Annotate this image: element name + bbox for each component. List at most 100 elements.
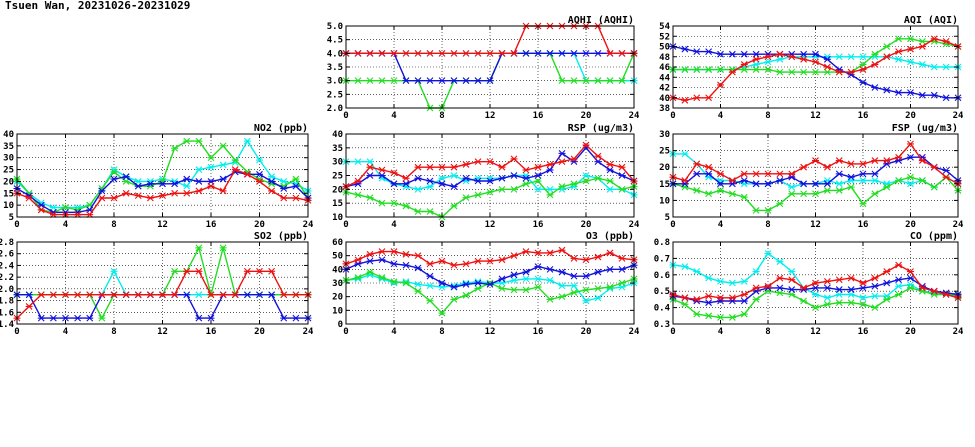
x-tick-label: 8 — [439, 111, 444, 121]
x-tick-label: 4 — [63, 220, 69, 230]
data-point-red — [895, 153, 903, 161]
y-tick-label: 48 — [659, 53, 670, 63]
chart-title: O3 (ppb) — [586, 231, 634, 242]
data-point-blue — [594, 158, 602, 166]
data-point-green — [812, 190, 819, 198]
data-point-blue — [207, 314, 215, 322]
data-point-red — [366, 250, 374, 258]
y-tick-label: 44 — [659, 73, 670, 83]
data-point-red — [788, 53, 796, 61]
data-point-cyan — [907, 58, 914, 66]
data-point-cyan — [835, 180, 843, 188]
data-point-green — [570, 180, 578, 188]
data-point-blue — [522, 49, 530, 57]
data-point-blue — [847, 286, 855, 293]
data-point-cyan — [522, 275, 530, 283]
x-tick-label: 4 — [718, 111, 724, 121]
data-point-blue — [486, 77, 494, 85]
data-point-red — [570, 155, 578, 163]
x-tick-label: 16 — [858, 111, 869, 121]
data-point-cyan — [740, 277, 748, 285]
y-tick-label: 2.0 — [0, 285, 14, 295]
data-point-red — [390, 49, 398, 57]
data-point-red — [426, 260, 434, 268]
data-point-green — [907, 35, 914, 43]
data-point-cyan — [366, 158, 374, 166]
y-tick-label: 25 — [332, 172, 343, 182]
data-point-green — [907, 173, 914, 181]
data-point-red — [462, 49, 470, 57]
data-point-red — [486, 158, 494, 166]
y-tick-label: 20 — [659, 163, 670, 173]
x-tick-label: 24 — [629, 220, 640, 230]
data-point-red — [546, 161, 554, 168]
y-tick-label: 54 — [659, 22, 670, 32]
data-point-green — [823, 187, 831, 194]
y-tick-label: 5.0 — [327, 22, 343, 32]
series-line-cyan — [17, 269, 308, 296]
data-point-blue — [62, 314, 69, 322]
x-tick-label: 12 — [810, 327, 821, 337]
data-point-cyan — [871, 292, 879, 300]
data-point-red — [195, 187, 203, 195]
data-point-cyan — [558, 282, 566, 290]
data-point-cyan — [534, 275, 542, 283]
data-point-cyan — [859, 294, 867, 302]
data-point-blue — [534, 172, 542, 179]
data-point-green — [570, 77, 578, 85]
data-point-blue — [835, 286, 843, 293]
data-point-red — [292, 194, 300, 202]
data-point-red — [606, 49, 614, 57]
data-point-blue — [219, 175, 227, 183]
data-point-red — [618, 49, 626, 57]
x-tick-label: 4 — [391, 111, 397, 121]
data-point-green — [618, 185, 626, 193]
data-point-blue — [462, 174, 470, 182]
x-tick-label: 16 — [206, 327, 217, 337]
data-point-red — [159, 291, 166, 299]
data-point-blue — [268, 291, 276, 299]
data-point-green — [462, 291, 470, 299]
data-point-red — [570, 255, 578, 262]
data-point-cyan — [717, 277, 724, 285]
data-point-red — [705, 292, 713, 300]
data-point-red — [207, 182, 215, 190]
y-tick-label: 60 — [332, 238, 343, 248]
data-point-blue — [378, 172, 386, 179]
data-point-red — [752, 284, 760, 292]
y-tick-label: 20 — [332, 185, 343, 195]
data-point-red — [930, 163, 938, 171]
x-tick-label: 16 — [858, 327, 869, 337]
data-point-blue — [728, 180, 736, 188]
data-point-green — [918, 177, 926, 184]
data-point-cyan — [510, 276, 518, 284]
data-point-blue — [510, 271, 518, 279]
data-point-red — [510, 155, 518, 163]
data-point-blue — [835, 170, 843, 178]
data-point-green — [354, 77, 362, 85]
data-point-green — [895, 35, 903, 43]
y-tick-label: 38 — [659, 104, 670, 114]
data-point-red — [134, 192, 142, 200]
data-point-red — [930, 35, 938, 43]
data-point-green — [582, 286, 590, 294]
data-point-cyan — [823, 294, 831, 302]
data-point-blue — [522, 268, 530, 276]
y-tick-label: 20 — [3, 177, 14, 187]
chart-title: SO2 (ppb) — [254, 231, 308, 242]
data-point-blue — [546, 49, 554, 57]
data-point-cyan — [859, 53, 867, 61]
data-point-red — [450, 261, 458, 269]
data-point-cyan — [895, 55, 903, 63]
data-point-red — [183, 189, 191, 197]
data-point-blue — [871, 170, 879, 178]
x-tick-label: 12 — [157, 220, 168, 230]
data-point-cyan — [693, 268, 701, 275]
data-point-blue — [450, 183, 458, 190]
data-point-green — [450, 202, 458, 210]
data-point-blue — [498, 174, 506, 182]
data-point-cyan — [110, 267, 118, 275]
data-point-green — [776, 200, 784, 208]
data-point-red — [171, 291, 179, 299]
